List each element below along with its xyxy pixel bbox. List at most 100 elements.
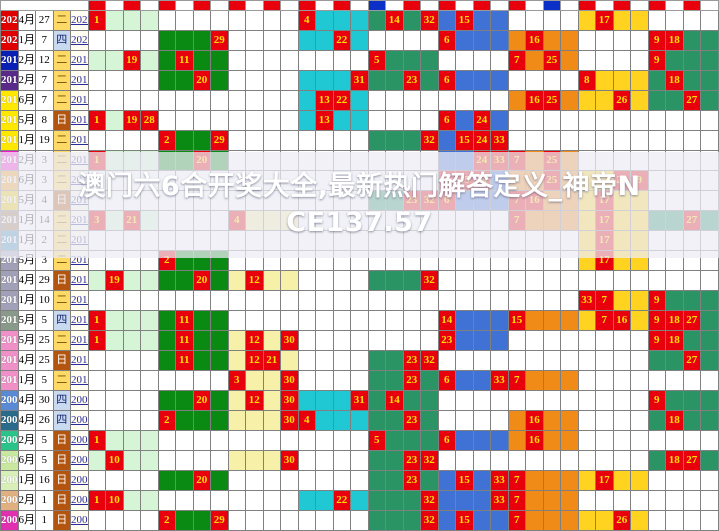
number-cell[interactable] <box>507 450 526 471</box>
number-cell[interactable] <box>455 450 474 471</box>
number-cell[interactable] <box>577 450 596 471</box>
number-cell[interactable] <box>525 490 544 511</box>
number-cell[interactable] <box>122 150 141 171</box>
number-cell[interactable] <box>630 270 649 291</box>
cell-draw-id[interactable]: 2007047 <box>70 410 89 431</box>
number-cell[interactable] <box>525 250 544 271</box>
number-cell[interactable] <box>700 290 719 311</box>
number-cell[interactable] <box>682 270 701 291</box>
number-cell[interactable] <box>595 110 614 131</box>
number-cell[interactable] <box>682 230 701 251</box>
number-cell[interactable] <box>542 250 561 271</box>
number-cell[interactable] <box>262 50 281 71</box>
number-cell-hit[interactable]: 19 <box>105 270 124 291</box>
number-cell[interactable] <box>455 390 474 411</box>
number-cell[interactable] <box>682 50 701 71</box>
number-cell[interactable] <box>192 250 211 271</box>
number-cell[interactable] <box>577 370 596 391</box>
number-cell[interactable] <box>87 190 106 211</box>
number-cell[interactable] <box>490 90 509 111</box>
number-cell[interactable] <box>525 210 544 231</box>
number-cell[interactable] <box>297 510 316 531</box>
number-cell[interactable] <box>192 290 211 311</box>
number-cell[interactable] <box>315 410 334 431</box>
number-cell[interactable] <box>437 390 456 411</box>
number-cell[interactable] <box>682 190 701 211</box>
number-cell[interactable] <box>122 270 141 291</box>
number-cell[interactable] <box>577 310 596 331</box>
number-cell[interactable] <box>280 270 299 291</box>
number-cell[interactable] <box>262 130 281 151</box>
number-cell[interactable] <box>192 450 211 471</box>
number-cell[interactable] <box>157 230 176 251</box>
number-cell[interactable] <box>175 230 194 251</box>
number-cell[interactable] <box>420 310 439 331</box>
cell-draw-id[interactable]: 2015015 <box>70 150 89 171</box>
number-cell[interactable] <box>245 30 264 51</box>
number-cell-hit[interactable]: 4 <box>227 210 246 231</box>
number-cell[interactable] <box>700 170 719 191</box>
number-cell[interactable] <box>227 350 246 371</box>
number-cell[interactable] <box>175 30 194 51</box>
number-cell[interactable] <box>297 350 316 371</box>
number-cell[interactable] <box>455 270 474 291</box>
number-cell-hit[interactable]: 30 <box>280 410 299 431</box>
number-cell[interactable] <box>542 410 561 431</box>
number-cell[interactable] <box>280 70 299 91</box>
number-cell[interactable] <box>455 350 474 371</box>
number-cell[interactable] <box>367 110 386 131</box>
number-cell[interactable] <box>332 130 351 151</box>
number-cell[interactable] <box>385 210 404 231</box>
number-cell[interactable] <box>280 170 299 191</box>
number-cell[interactable] <box>647 170 666 191</box>
number-cell[interactable] <box>175 90 194 111</box>
number-cell[interactable] <box>87 350 106 371</box>
number-cell[interactable] <box>140 490 159 511</box>
number-cell[interactable] <box>262 430 281 451</box>
number-cell[interactable] <box>157 210 176 231</box>
number-cell-hit[interactable]: 7 <box>507 490 526 511</box>
number-cell-hit[interactable]: 25 <box>542 90 561 111</box>
number-cell[interactable] <box>332 330 351 351</box>
number-cell[interactable] <box>455 410 474 431</box>
number-cell[interactable] <box>105 150 124 171</box>
number-cell[interactable] <box>437 230 456 251</box>
table-row[interactable]: 20042月1日20040081102232337 <box>0 490 719 511</box>
number-cell[interactable] <box>402 310 421 331</box>
number-cell[interactable] <box>577 30 596 51</box>
number-cell[interactable] <box>297 470 316 491</box>
number-cell[interactable] <box>350 490 369 511</box>
number-cell[interactable] <box>490 50 509 71</box>
number-cell[interactable] <box>140 250 159 271</box>
number-cell[interactable] <box>472 70 491 91</box>
number-cell-hit[interactable]: 9 <box>647 310 666 331</box>
number-cell[interactable] <box>297 430 316 451</box>
number-cell[interactable] <box>542 270 561 291</box>
number-cell[interactable] <box>227 290 246 311</box>
number-cell[interactable] <box>490 410 509 431</box>
number-cell[interactable] <box>140 150 159 171</box>
number-cell[interactable] <box>227 270 246 291</box>
number-cell[interactable] <box>262 390 281 411</box>
number-cell-hit[interactable]: 14 <box>385 390 404 411</box>
number-cell[interactable] <box>245 230 264 251</box>
number-cell[interactable] <box>157 30 176 51</box>
number-cell[interactable] <box>122 170 141 191</box>
number-cell[interactable] <box>87 470 106 491</box>
number-cell[interactable] <box>280 210 299 231</box>
number-cell[interactable] <box>455 370 474 391</box>
number-cell[interactable] <box>490 70 509 91</box>
number-cell[interactable] <box>560 370 579 391</box>
number-cell-hit[interactable]: 8 <box>577 70 596 91</box>
number-cell[interactable] <box>437 510 456 531</box>
number-cell-hit[interactable]: 20 <box>192 150 211 171</box>
number-cell-hit[interactable]: 21 <box>262 350 281 371</box>
number-cell[interactable] <box>542 470 561 491</box>
number-cell[interactable] <box>175 190 194 211</box>
number-cell[interactable] <box>560 130 579 151</box>
number-cell[interactable] <box>297 70 316 91</box>
number-cell[interactable] <box>560 490 579 511</box>
number-cell[interactable] <box>122 30 141 51</box>
number-cell[interactable] <box>682 430 701 451</box>
number-cell[interactable] <box>192 350 211 371</box>
